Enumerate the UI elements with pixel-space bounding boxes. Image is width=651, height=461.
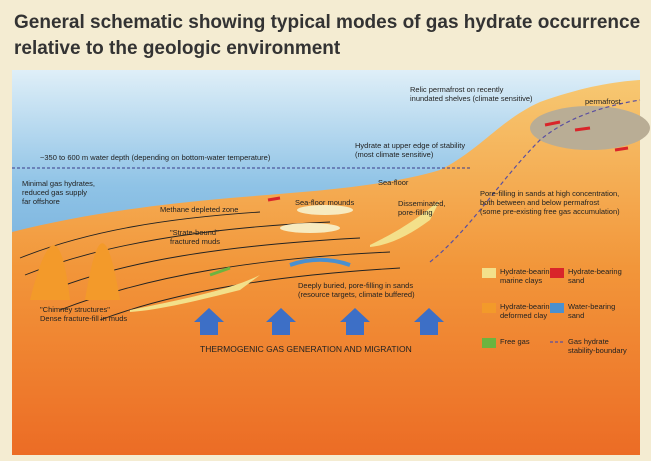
mound [280, 223, 340, 233]
legend-line-text: Gas hydrate [568, 337, 609, 346]
legend-swatch [482, 303, 496, 313]
hydrate-sand [268, 198, 280, 200]
legend-line-text: sand [568, 311, 584, 320]
label: THERMOGENIC GAS GENERATION AND MIGRATION [200, 344, 412, 354]
label: Methane depleted zone [160, 205, 238, 214]
legend-line-text: stability-boundary [568, 346, 627, 355]
diagram: General schematic showing typical modes … [0, 0, 651, 461]
label: Deeply buried, pore-filling in sands(res… [298, 281, 415, 299]
legend-line-text: sand [568, 276, 584, 285]
label: Sea-floor [378, 178, 409, 187]
legend-line-text: deformed clay [500, 311, 547, 320]
legend-line-text: Free gas [500, 337, 530, 346]
legend-line-text: Hydrate-bearing [500, 267, 554, 276]
legend-swatch [482, 338, 496, 348]
label: ~350 to 600 m water depth (depending on … [40, 153, 271, 162]
label: Pore-filling in sands at high concentrat… [480, 189, 620, 216]
legend-swatch [550, 268, 564, 278]
legend-line-text: Hydrate-bearing [568, 267, 622, 276]
label: permafrost [585, 97, 622, 106]
legend-line-text: Water-bearing [568, 302, 615, 311]
legend-label: Free gas [500, 337, 530, 346]
label: Sea-floor mounds [295, 198, 354, 207]
legend-line-text: marine clays [500, 276, 542, 285]
label: "Strate-bound"fractured muds [170, 228, 220, 246]
legend-line-text: Hydrate-bearing [500, 302, 554, 311]
legend-swatch [550, 303, 564, 313]
legend-swatch [482, 268, 496, 278]
